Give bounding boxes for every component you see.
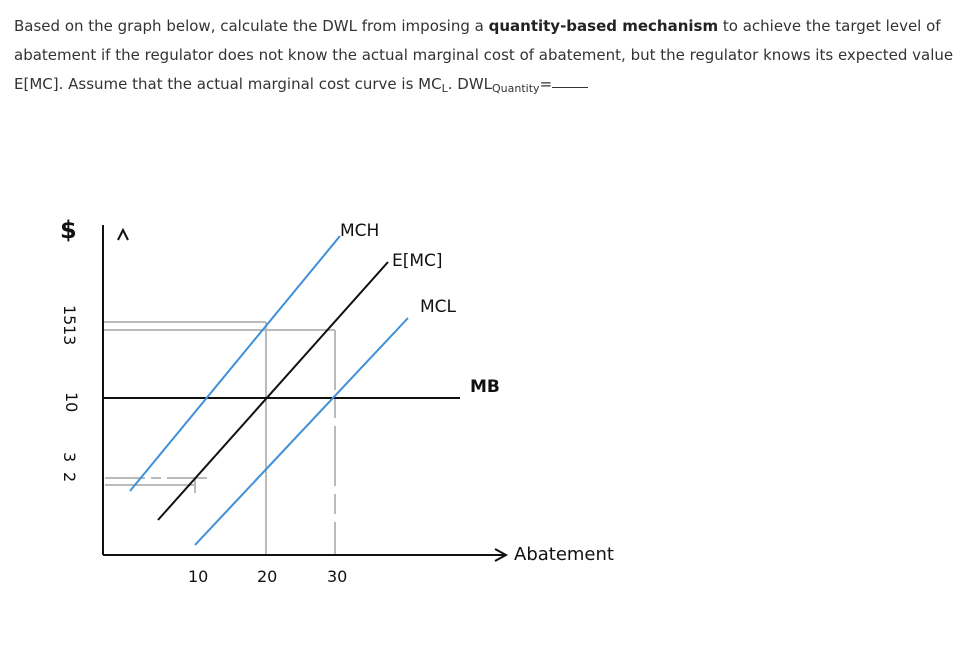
- x-axis-label: Abatement: [514, 544, 614, 565]
- x-tick-30: 30: [327, 567, 347, 586]
- x-tick-20: 20: [257, 567, 277, 586]
- y-tick-13: 13: [60, 325, 79, 345]
- question-part-1: Based on the graph below, calculate the …: [14, 17, 489, 35]
- dwl-subscript-quantity: Quantity: [492, 82, 540, 95]
- mb-label: MB: [470, 377, 500, 397]
- mch-label: MCH: [340, 221, 379, 241]
- answer-blank[interactable]: [552, 77, 589, 88]
- question-part-2: to achieve the target level of abatement…: [14, 17, 954, 93]
- question-part-3: . DWL: [447, 75, 493, 93]
- axes: [102, 225, 509, 562]
- mch-curve: [129, 235, 341, 492]
- x-tick-10: 10: [188, 567, 208, 586]
- x-axis-arrow: [494, 548, 509, 562]
- mc-subscript-l: L: [441, 82, 448, 95]
- guide-lines: [103, 321, 336, 555]
- y-tick-labels: 15 13 10 3 2: [60, 305, 81, 482]
- y-tick-15: 15: [60, 305, 79, 325]
- emc-curve: [157, 261, 389, 521]
- x-tick-labels: 10 20 30: [188, 567, 347, 586]
- y-axis-label: $: [60, 216, 77, 244]
- curve-labels: MCH E[MC] MCL MB Abatement: [340, 221, 614, 565]
- mcl-curve: [194, 317, 409, 546]
- emc-label: E[MC]: [392, 251, 443, 271]
- mcl-label: MCL: [420, 297, 457, 317]
- y-tick-10: 10: [62, 392, 81, 412]
- y-tick-3: 3: [60, 452, 79, 462]
- question-bold-term: quantity-based mechanism: [488, 17, 719, 35]
- y-axis-arrow: [117, 227, 129, 241]
- question-text: Based on the graph below, calculate the …: [14, 12, 954, 103]
- equals-sign: =: [539, 75, 553, 93]
- y-tick-2: 2: [60, 472, 79, 482]
